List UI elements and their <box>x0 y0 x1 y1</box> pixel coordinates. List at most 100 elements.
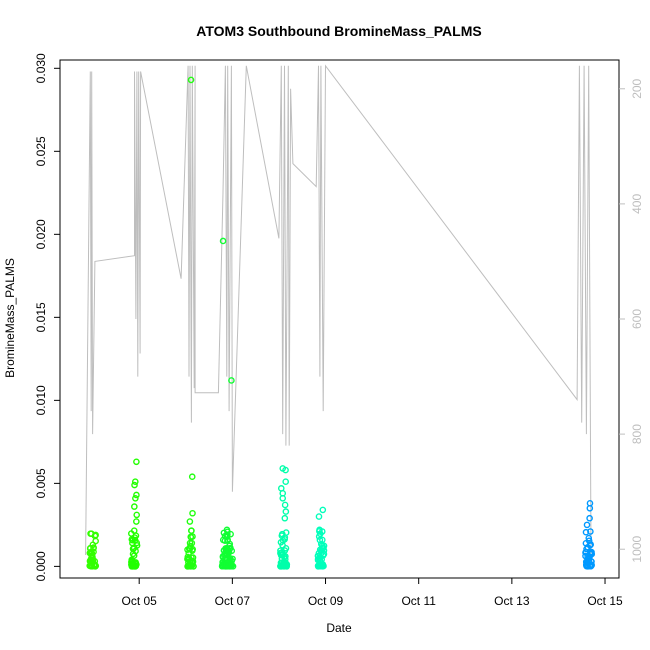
altitude-trace <box>85 64 592 556</box>
data-point <box>132 495 139 502</box>
data-point <box>587 528 594 535</box>
y-axis: 0.000 0.005 0.010 0.015 0.020 0.025 0.030 <box>34 53 60 581</box>
data-point <box>188 473 196 481</box>
y-tick-label: 0.005 <box>34 468 48 498</box>
data-point <box>91 558 99 565</box>
x-tick-label: Oct 11 <box>401 594 436 608</box>
x-axis-label: Date <box>326 621 352 635</box>
altitude-trace-line <box>85 64 592 556</box>
scatter-cluster-6 <box>314 506 328 570</box>
data-point <box>587 562 594 570</box>
data-point <box>188 527 195 534</box>
y-tick-label: 0.000 <box>34 551 48 581</box>
x-tick-label: Oct 13 <box>494 594 530 608</box>
scatter-cluster-1 <box>128 458 141 570</box>
y-axis-label: BromineMass_PALMS <box>3 258 17 378</box>
scatter-cluster-4 <box>223 377 237 570</box>
data-point <box>189 546 197 553</box>
data-point <box>582 528 590 536</box>
data-point <box>223 554 231 561</box>
y2-tick-label: 1000 <box>630 536 644 563</box>
scatter-cluster-0 <box>86 530 100 570</box>
data-point <box>278 548 286 556</box>
data-point <box>320 550 328 558</box>
data-point <box>279 530 286 538</box>
plot-frame <box>59 59 620 579</box>
data-point <box>133 458 140 466</box>
data-point <box>282 466 289 474</box>
data-point <box>185 556 192 564</box>
y2-tick-label: 600 <box>630 309 644 329</box>
y-tick-label: 0.025 <box>34 136 48 166</box>
data-point <box>282 508 290 515</box>
data-point <box>279 495 287 502</box>
y2-tick-label: 400 <box>630 194 644 214</box>
data-point <box>187 76 195 84</box>
data-point <box>586 514 593 522</box>
data-point <box>282 478 289 486</box>
data-point <box>189 533 196 540</box>
data-point <box>281 555 289 563</box>
data-point <box>224 537 231 544</box>
data-point <box>278 562 285 569</box>
data-point <box>131 478 139 486</box>
data-point <box>586 504 594 512</box>
data-point <box>315 533 323 540</box>
data-point <box>316 546 324 554</box>
data-point <box>314 556 322 564</box>
y2-tick-label: 800 <box>630 424 644 444</box>
data-point <box>227 530 234 538</box>
data-point <box>133 491 140 499</box>
data-point <box>131 481 138 489</box>
data-point <box>131 534 139 541</box>
x-tick-label: Oct 15 <box>587 594 623 608</box>
y-tick-label: 0.010 <box>34 385 48 415</box>
data-point <box>128 558 136 566</box>
data-point <box>130 552 138 559</box>
y-tick-label: 0.020 <box>34 219 48 249</box>
y2-tick-label: 200 <box>630 78 644 98</box>
data-point <box>281 535 288 543</box>
data-point <box>584 562 591 570</box>
data-point <box>188 539 196 547</box>
x-tick-label: Oct 07 <box>215 594 251 608</box>
data-point <box>281 514 289 522</box>
y-tick-label: 0.015 <box>34 302 48 332</box>
data-point <box>188 561 196 569</box>
data-point <box>87 561 95 569</box>
data-point <box>219 237 227 245</box>
data-point <box>91 561 98 569</box>
scatter-cluster-2 <box>184 76 197 570</box>
data-point <box>585 534 593 542</box>
data-point <box>189 509 196 517</box>
data-point <box>131 503 138 510</box>
data-point <box>319 506 327 514</box>
data-point <box>278 559 286 566</box>
data-point <box>133 539 141 547</box>
data-point <box>586 550 594 558</box>
data-point <box>91 532 99 540</box>
x-tick-label: Oct 05 <box>122 594 158 608</box>
data-point <box>281 501 289 509</box>
data-point <box>318 561 326 568</box>
data-point <box>316 536 324 544</box>
data-point <box>228 547 236 555</box>
data-point <box>583 521 591 529</box>
data-point <box>282 553 289 560</box>
data-point <box>133 511 141 519</box>
data-point <box>318 528 326 535</box>
x-axis: Oct 05 Oct 07 Oct 09 Oct 11 Oct 13 Oct 15 <box>122 577 623 608</box>
data-point <box>315 513 323 520</box>
y-tick-label: 0.030 <box>34 53 48 83</box>
scatter-points <box>86 76 596 570</box>
data-point <box>320 547 328 554</box>
data-point <box>282 529 290 536</box>
data-point <box>186 518 194 525</box>
scatter-cluster-7 <box>582 499 596 570</box>
data-point <box>133 518 140 525</box>
data-point <box>320 544 327 552</box>
data-point <box>228 377 235 384</box>
secondary-y-axis: 200 400 600 800 1000 <box>619 78 644 563</box>
data-point <box>229 562 237 570</box>
